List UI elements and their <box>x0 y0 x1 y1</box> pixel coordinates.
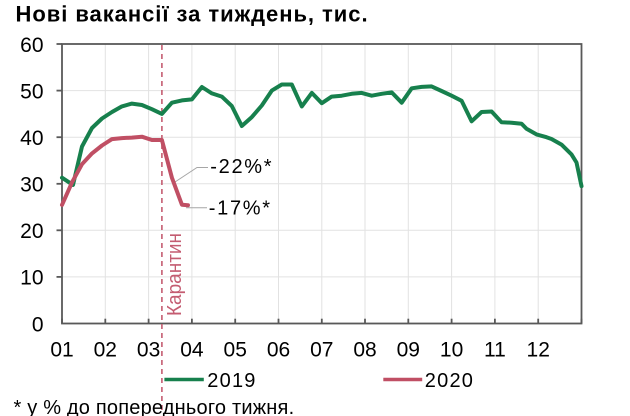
svg-text:04: 04 <box>180 339 204 362</box>
svg-text:10: 10 <box>440 339 463 362</box>
svg-text:07: 07 <box>310 339 333 362</box>
svg-text:Карантин: Карантин <box>164 233 186 316</box>
svg-text:06: 06 <box>267 339 290 362</box>
svg-text:20: 20 <box>20 220 43 243</box>
svg-text:01: 01 <box>50 339 73 362</box>
svg-text:-22%*: -22%* <box>210 156 273 178</box>
svg-text:60: 60 <box>20 34 43 57</box>
svg-text:11: 11 <box>484 339 506 362</box>
svg-text:10: 10 <box>20 267 43 290</box>
svg-text:0: 0 <box>32 313 44 336</box>
svg-text:2019: 2019 <box>207 370 256 392</box>
svg-text:30: 30 <box>20 174 43 197</box>
svg-text:12: 12 <box>527 339 550 362</box>
svg-text:03: 03 <box>137 339 160 362</box>
svg-text:50: 50 <box>20 80 43 103</box>
svg-text:* у % до попереднього тижня.: * у % до попереднього тижня. <box>14 397 295 416</box>
svg-text:40: 40 <box>20 127 43 150</box>
svg-text:08: 08 <box>353 339 376 362</box>
svg-text:2020: 2020 <box>425 370 474 392</box>
svg-text:Нові вакансії за тиждень, тис.: Нові вакансії за тиждень, тис. <box>16 1 369 26</box>
svg-text:02: 02 <box>94 339 117 362</box>
svg-text:09: 09 <box>397 339 420 362</box>
svg-text:-17%*: -17%* <box>209 198 272 220</box>
svg-text:05: 05 <box>224 339 247 362</box>
